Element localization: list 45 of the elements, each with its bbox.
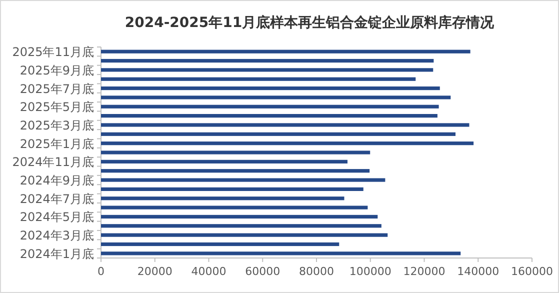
- bar: [101, 68, 434, 72]
- bar: [101, 123, 470, 127]
- bar: [101, 86, 440, 90]
- y-tick-label: 2025年1月底: [20, 136, 94, 151]
- bar: [101, 58, 434, 63]
- bar: [101, 169, 370, 173]
- y-tick-label: 2024年7月底: [20, 192, 94, 206]
- x-tick-label: 160000: [511, 265, 553, 278]
- x-tick-label: 0: [98, 265, 104, 278]
- bar: [101, 96, 451, 100]
- bar: [101, 132, 456, 136]
- y-tick-label: 2024年1月底: [20, 246, 94, 261]
- y-tick-label: 2024年3月底: [20, 228, 94, 243]
- y-tick-label: 2025年9月底: [20, 63, 94, 78]
- x-tick-label: 60000: [245, 265, 280, 278]
- y-tick-label: 2024年9月底: [20, 174, 94, 188]
- x-tick-label: 120000: [403, 265, 446, 278]
- bar: [101, 50, 470, 54]
- bar: [101, 160, 348, 164]
- x-tick-label: 80000: [299, 265, 334, 278]
- bar: [101, 187, 364, 191]
- x-tick-label: 40000: [191, 265, 226, 278]
- y-tick-label: 2025年7月底: [20, 82, 94, 96]
- y-tick-label: 2025年3月底: [20, 118, 94, 132]
- y-tick-label: 2025年11月底: [12, 45, 94, 60]
- chart-title: 2024-2025年11月底样本再生铝合金锭企业原料库存情况: [124, 14, 496, 31]
- bar: [101, 252, 461, 256]
- bar: [101, 224, 382, 228]
- y-tick-label: 2025年5月底: [20, 100, 94, 114]
- y-tick-label: 2024年5月底: [20, 210, 94, 224]
- bar: [101, 104, 439, 108]
- x-tick-label: 140000: [457, 265, 500, 278]
- bar: [101, 114, 438, 118]
- bar: [101, 142, 474, 146]
- bar: [101, 242, 340, 246]
- x-tick-label: 20000: [137, 265, 172, 278]
- bar: [101, 77, 416, 81]
- bar: [101, 150, 370, 154]
- bar: [101, 233, 388, 237]
- bar: [101, 178, 386, 182]
- bar: [101, 214, 378, 219]
- x-tick-label: 100000: [349, 265, 392, 278]
- y-tick-label: 2024年11月底: [12, 155, 94, 170]
- bar: [101, 206, 368, 210]
- bar: [101, 196, 344, 200]
